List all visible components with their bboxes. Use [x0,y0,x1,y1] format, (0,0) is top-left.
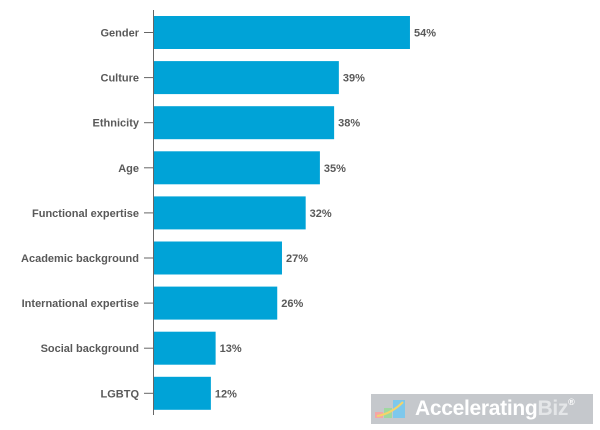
bar-5 [154,241,282,275]
data-label: 54% [414,28,436,40]
category-label: Academic background [21,253,139,265]
data-label: 13% [220,343,242,355]
data-label: 39% [343,73,365,85]
registered-mark: ® [568,397,575,407]
category-label: Age [118,163,139,175]
bar-1 [154,61,339,95]
bar-3 [154,151,320,185]
data-label: 12% [215,388,237,400]
bar-7 [154,331,216,365]
category-label: Ethnicity [93,118,140,130]
category-label: International expertise [22,298,139,310]
acceleratingbiz-logo: AcceleratingBiz® [371,394,593,424]
category-label: Gender [100,28,139,40]
category-label: Social background [41,343,139,355]
data-label: 26% [281,298,303,310]
logo-text-accent: Biz [537,397,569,420]
data-label: 35% [324,163,346,175]
logo-text: Accelerating [415,397,538,420]
bar-6 [154,286,278,320]
data-label: 38% [338,118,360,130]
growth-chart-icon [375,400,405,418]
category-label: LGBTQ [101,388,140,400]
category-label: Culture [101,73,140,85]
bar-2 [154,106,335,140]
bar-4 [154,196,306,230]
bar-8 [154,376,211,410]
data-label: 27% [286,253,308,265]
bar-0 [154,16,410,49]
category-label: Functional expertise [32,208,139,220]
data-label: 32% [310,208,332,220]
